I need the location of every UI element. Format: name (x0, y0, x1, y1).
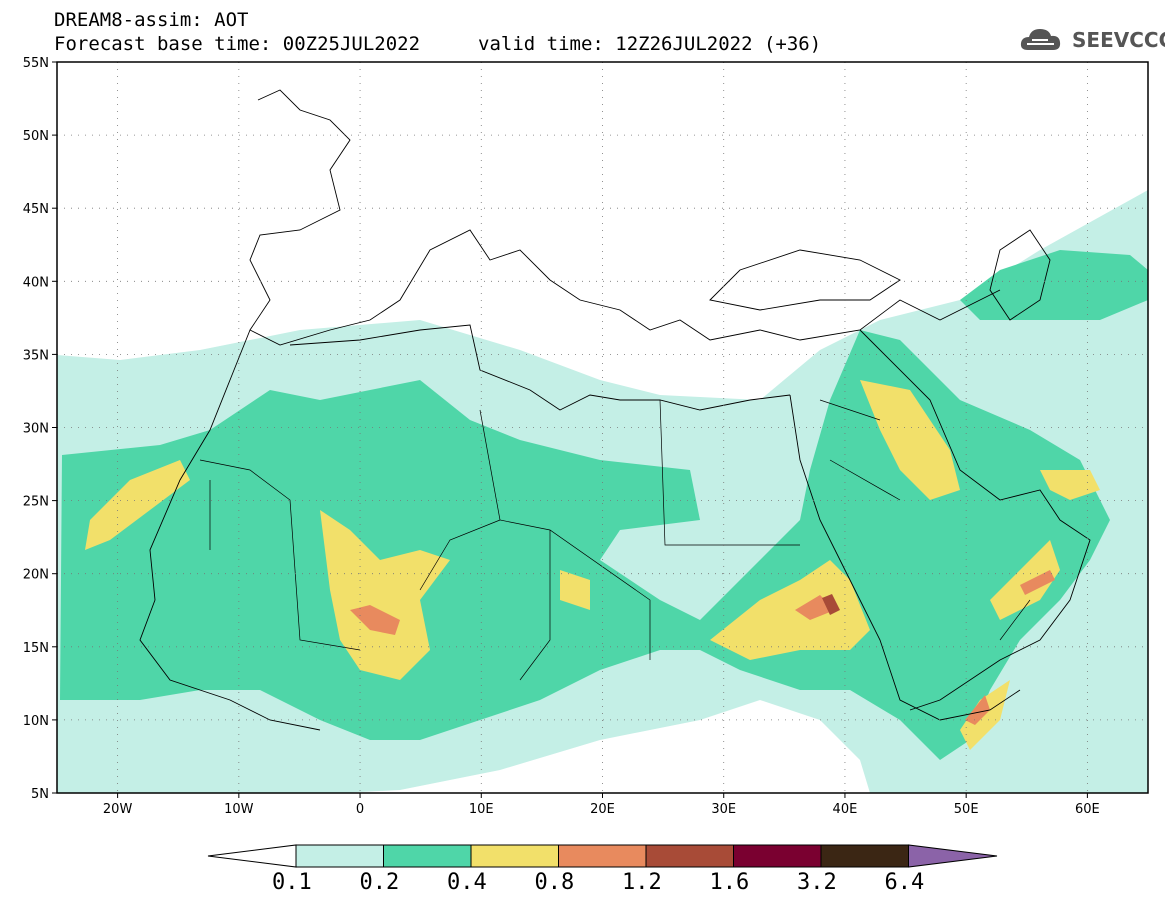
aot-field (57, 190, 1148, 793)
colorbar-label: 6.4 (884, 870, 925, 895)
grid (57, 62, 1148, 793)
caspian (989, 229, 1051, 321)
logo (1018, 22, 1158, 56)
lat-label: 55N (23, 56, 49, 71)
aot-band-0.8 (1020, 570, 1055, 595)
lon-label: 20W (103, 802, 133, 817)
lon-label: 20E (590, 802, 615, 817)
colorbar-min-arrow (207, 844, 297, 868)
colorbar-swatch (820, 844, 909, 868)
aot-band-0.4 (990, 540, 1060, 620)
lat-label: 30N (23, 422, 49, 437)
colorbar-swatch (558, 844, 647, 868)
colorbar-label: 0.8 (534, 870, 575, 895)
lat-label: 40N (23, 275, 49, 290)
lon-label: 0 (356, 802, 364, 817)
lat-label: 20N (23, 568, 49, 583)
lon-label: 30E (711, 802, 736, 817)
lon-label: 40E (833, 802, 858, 817)
aot-band-0.4 (85, 460, 190, 550)
aot-band-0.8 (350, 605, 400, 635)
med-coast-africa (289, 324, 791, 411)
europe-coast (249, 89, 1001, 346)
aot-band-0.2-east (960, 250, 1148, 320)
colorbar-label: 1.2 (622, 870, 662, 895)
colorbar-swatch (733, 844, 822, 868)
lat-label: 25N (23, 495, 49, 510)
colorbar-label: 0.2 (359, 870, 400, 895)
coastlines-borders (139, 89, 1091, 731)
logo-text: SEEVCCC (1072, 28, 1165, 52)
lon-label: 10E (469, 802, 494, 817)
colorbar (207, 844, 998, 868)
colorbar-swatch (645, 844, 734, 868)
aot-band-0.2 (60, 330, 1110, 760)
aot-band-0.4 (560, 570, 590, 610)
colorbar-swatch (295, 844, 384, 868)
colorbar-swatch (383, 844, 472, 868)
colorbar-label: 0.1 (272, 870, 312, 895)
valid-time: valid time: 12Z26JUL2022 (+36) (478, 33, 822, 55)
colorbar-swatch (470, 844, 559, 868)
lon-label: 50E (954, 802, 979, 817)
aot-band-0.4 (320, 510, 450, 680)
lon-label: 60E (1075, 802, 1100, 817)
colorbar-label: 3.2 (797, 870, 837, 895)
colorbar-label: 1.6 (709, 870, 750, 895)
red-sea (789, 394, 1021, 721)
lon-label: 10W (224, 802, 254, 817)
lat-label: 35N (23, 348, 49, 363)
arabia-coast (859, 329, 1091, 711)
africa-west-coast (139, 329, 321, 731)
black-sea (709, 249, 901, 311)
lat-label: 10N (23, 714, 49, 729)
lat-label: 15N (23, 641, 49, 656)
aot-band-0.4 (860, 380, 960, 500)
borders (199, 399, 1031, 681)
colorbar-max-arrow (908, 844, 998, 868)
lat-label: 50N (23, 129, 49, 144)
colorbar-label: 0.4 (447, 870, 487, 895)
forecast-base-time: Forecast base time: 00Z25JUL2022 (54, 33, 421, 55)
aot-band-0.4 (710, 560, 870, 660)
aot-band-1.2 (822, 594, 840, 615)
map-title: DREAM8-assim: AOT (54, 9, 249, 31)
lat-label: 5N (31, 787, 49, 802)
lat-label: 45N (23, 202, 49, 217)
aot-band-0.8 (965, 695, 990, 725)
aot-band-0.4 (1040, 470, 1100, 500)
cloud-icon (1020, 29, 1061, 50)
